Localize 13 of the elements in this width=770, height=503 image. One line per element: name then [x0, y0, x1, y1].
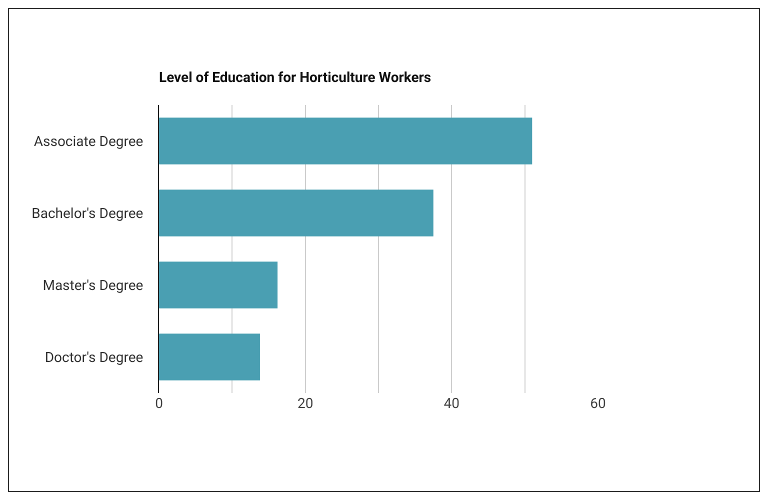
bar — [159, 262, 278, 308]
chart-title: Level of Education for Horticulture Workers — [159, 70, 432, 86]
bar — [159, 334, 260, 380]
bar — [159, 190, 434, 236]
y-tick-label: Associate Degree — [34, 134, 144, 150]
x-tick-label: 60 — [590, 396, 606, 412]
x-tick-label: 0 — [155, 396, 164, 412]
bar — [159, 118, 532, 164]
y-tick-label: Bachelor's Degree — [32, 206, 144, 222]
x-tick-label: 20 — [297, 396, 314, 412]
y-tick-label: Doctor's Degree — [44, 350, 144, 366]
y-tick-label: Master's Degree — [42, 278, 144, 294]
x-tick-label: 40 — [444, 396, 460, 412]
